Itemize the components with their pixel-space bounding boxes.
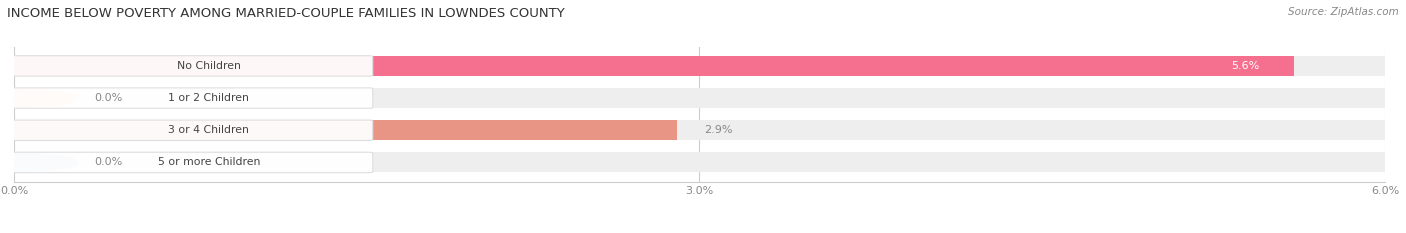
- Text: 2.9%: 2.9%: [704, 125, 733, 135]
- Circle shape: [0, 89, 77, 107]
- Circle shape: [0, 57, 77, 75]
- FancyBboxPatch shape: [10, 88, 373, 108]
- FancyBboxPatch shape: [10, 120, 373, 140]
- Circle shape: [0, 154, 77, 171]
- Bar: [14, 152, 1385, 172]
- Text: 3 or 4 Children: 3 or 4 Children: [169, 125, 249, 135]
- Text: 5.6%: 5.6%: [1232, 61, 1260, 71]
- Text: Source: ZipAtlas.com: Source: ZipAtlas.com: [1288, 7, 1399, 17]
- Text: No Children: No Children: [177, 61, 240, 71]
- Bar: [14, 56, 1385, 76]
- Text: 0.0%: 0.0%: [94, 93, 122, 103]
- Bar: [14, 88, 1385, 108]
- Bar: [14, 120, 676, 140]
- Text: 1 or 2 Children: 1 or 2 Children: [169, 93, 249, 103]
- Text: 5 or more Children: 5 or more Children: [157, 158, 260, 168]
- Bar: [14, 56, 1294, 76]
- Bar: [14, 120, 1385, 140]
- Text: 0.0%: 0.0%: [94, 158, 122, 168]
- FancyBboxPatch shape: [10, 152, 373, 173]
- Circle shape: [0, 121, 77, 139]
- Text: INCOME BELOW POVERTY AMONG MARRIED-COUPLE FAMILIES IN LOWNDES COUNTY: INCOME BELOW POVERTY AMONG MARRIED-COUPL…: [7, 7, 565, 20]
- FancyBboxPatch shape: [10, 56, 373, 76]
